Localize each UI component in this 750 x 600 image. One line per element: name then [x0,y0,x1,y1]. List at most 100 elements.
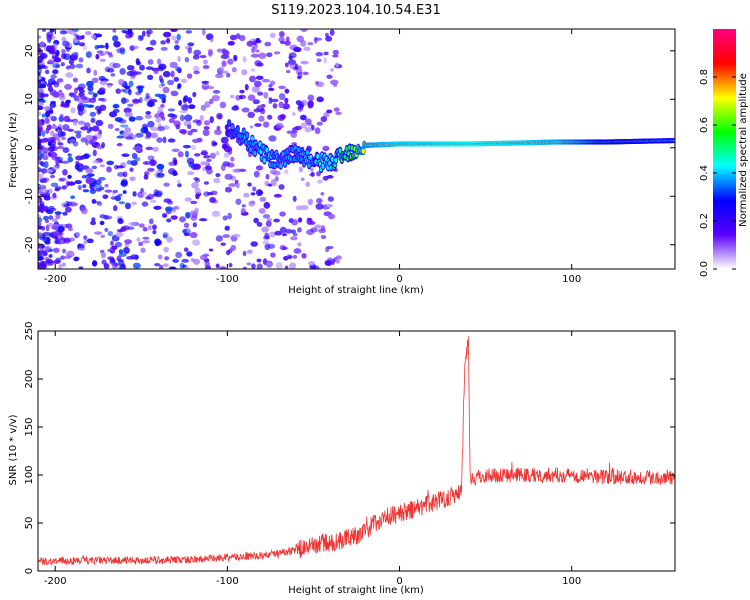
spectrogram-ridge-core [361,148,365,154]
spectrogram-noise-blob [67,119,74,123]
spectrogram-noise-blob [323,51,329,56]
spectrogram-noise-blob [52,91,61,98]
spectrogram-noise-blob [74,130,82,134]
spectrogram-noise-blob [75,132,82,139]
spectrogram-noise-blob [158,83,163,89]
spectrogram-noise-blob [67,153,72,157]
spectrogram-noise-blob [60,255,66,260]
colorbar-tick-label: 0.4 [699,165,710,181]
spectrogram-noise-blob [269,80,276,86]
spectrogram-noise-blob [190,258,195,262]
spectrogram-noise-blob [50,182,59,188]
spectrogram-noise-blob [48,188,53,194]
spectrogram-noise-blob [227,40,235,46]
spectrogram-noise-blob [41,147,50,153]
spectrogram-noise-blob [200,104,207,111]
spectrogram-noise-blob [291,219,299,226]
spectrogram-noise-blob [272,103,278,109]
spectrogram-noise-blob [183,247,189,252]
spectrogram-noise-blob [253,108,261,113]
spectrogram-noise-blob [307,198,314,206]
spectrogram-noise-blob [80,137,87,143]
spectrogram-noise-blob [149,39,157,46]
spectrogram-noise-blob [190,215,198,221]
spectrogram-noise-blob [250,192,256,196]
spectrogram-noise-blob [273,218,280,223]
spectrogram-noise-blob [307,101,314,109]
spectrogram-noise-blob [316,96,324,103]
spectrogram-noise-blob [117,193,123,197]
spectrogram-noise-blob [212,141,218,146]
spectrogram-noise-blob [230,156,235,162]
spectrogram-noise-blob [184,265,190,269]
spectrogram-noise-blob [55,213,61,220]
spectrogram-noise-blob [99,58,107,62]
spectrogram-noise-blob [160,46,168,51]
spectrogram-noise-blob [175,66,181,72]
spectrogram-noise-blob [38,144,43,148]
spectrogram-noise-blob [219,266,227,269]
spectrogram-noise-blob [172,258,179,263]
spectrogram-noise-blob [168,117,176,124]
spectrogram-noise-blob [139,64,145,71]
spectrogram-noise-blob [194,187,201,195]
spectrogram-noise-blob [85,31,92,36]
spectrogram-noise-blob [123,107,132,114]
spectrogram-noise-blob [315,52,324,57]
spectrogram-noise-blob [77,184,82,191]
snr-y-tick-label: 150 [24,417,35,436]
spectrogram-noise-blob [147,224,152,231]
spectrogram-noise-blob [86,67,91,74]
spectrogram-noise-blob [52,247,60,253]
spectrogram-noise-blob [184,114,193,122]
spectrogram-noise-blob [51,55,60,60]
spectrogram-noise-blob [48,232,55,238]
spectrogram-noise-blob [91,199,97,204]
spectrogram-noise-blob [335,62,340,68]
spectrogram-noise-blob [65,65,71,70]
spectrogram-noise-blob [224,225,230,231]
spectrogram-ridge-core [338,148,342,154]
spectrogram-noise-blob [125,33,133,39]
spectrogram-noise-blob [62,168,68,176]
spectrogram-ridge-core [265,147,269,153]
spectrogram-noise-blob [238,168,247,172]
spectrogram-ridge-core [316,153,320,159]
figure-title: S119.2023.104.10.54.E31 [271,3,440,18]
snr-ticks: -200 -100 0 100 0 50 100 150 200 250 [24,321,675,587]
spectrogram-noise-blob [38,98,46,103]
spectrogram-noise-blob [140,247,146,253]
spectrogram-noise-blob [307,260,316,266]
spectrogram-noise-blob [166,218,172,223]
spectrogram-noise-blob [222,234,231,239]
spectrogram-noise-blob [215,235,223,242]
spectrogram-noise-blob [50,136,57,144]
spectrogram-noise-blob [179,114,185,122]
snr-x-tick-label: -200 [44,576,67,587]
spectrogram-noise-blob [57,142,64,146]
spectrogram-noise-blob [209,152,216,159]
spectrogram-noise-blob [289,63,294,69]
spectrogram-noise-blob [99,79,108,86]
spectrogram-noise-blob [284,88,290,94]
spectrogram-noise-blob [47,59,56,65]
spectrogram-noise-blob [193,163,201,170]
spectrogram-noise-blob [293,248,302,254]
spectrogram-noise-blob [72,77,78,83]
spectrogram-noise-blob [45,209,54,215]
spectrogram-noise-blob [98,88,104,92]
spectrogram-noise-blob [148,218,154,225]
spectrogram-noise-blob [45,260,54,266]
spectrogram-noise-blob [95,188,102,192]
spectrogram-ridge-core [250,136,254,142]
spectrogram-noise-blob [246,249,253,254]
spectrogram-noise-blob [163,246,169,253]
spectrogram-noise-blob [163,182,170,187]
spectrogram-noise-blob [264,243,271,251]
spectrogram-noise-blob [285,36,290,42]
spectrogram-noise-blob [52,192,57,199]
spectrogram-noise-blob [39,41,45,48]
spectrogram-noise-blob [90,117,96,123]
spectrogram-noise-blob [116,142,123,147]
